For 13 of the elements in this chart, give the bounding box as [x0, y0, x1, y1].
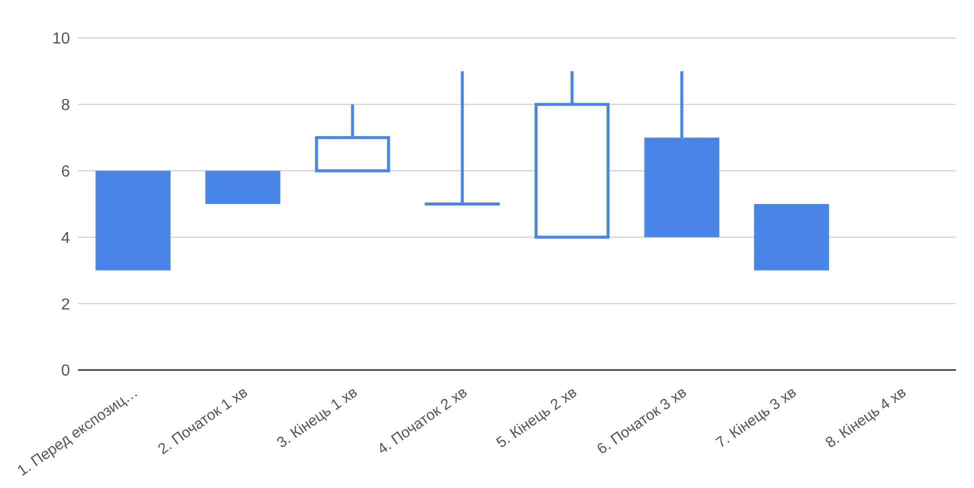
y-tick-label: 4: [61, 230, 70, 247]
candlestick: [96, 170, 171, 270]
y-tick-label: 10: [52, 30, 70, 48]
candlestick: [315, 104, 390, 172]
candlestick: [534, 71, 610, 239]
candlestick: [754, 204, 830, 270]
candlestick: [644, 71, 720, 238]
y-tick-label: 0: [61, 362, 70, 380]
candlestick: [424, 71, 500, 206]
y-tick-label: 8: [61, 97, 70, 114]
candlestick: [205, 170, 280, 204]
y-tick-label: 2: [61, 296, 70, 314]
y-tick-label: 6: [61, 163, 70, 180]
